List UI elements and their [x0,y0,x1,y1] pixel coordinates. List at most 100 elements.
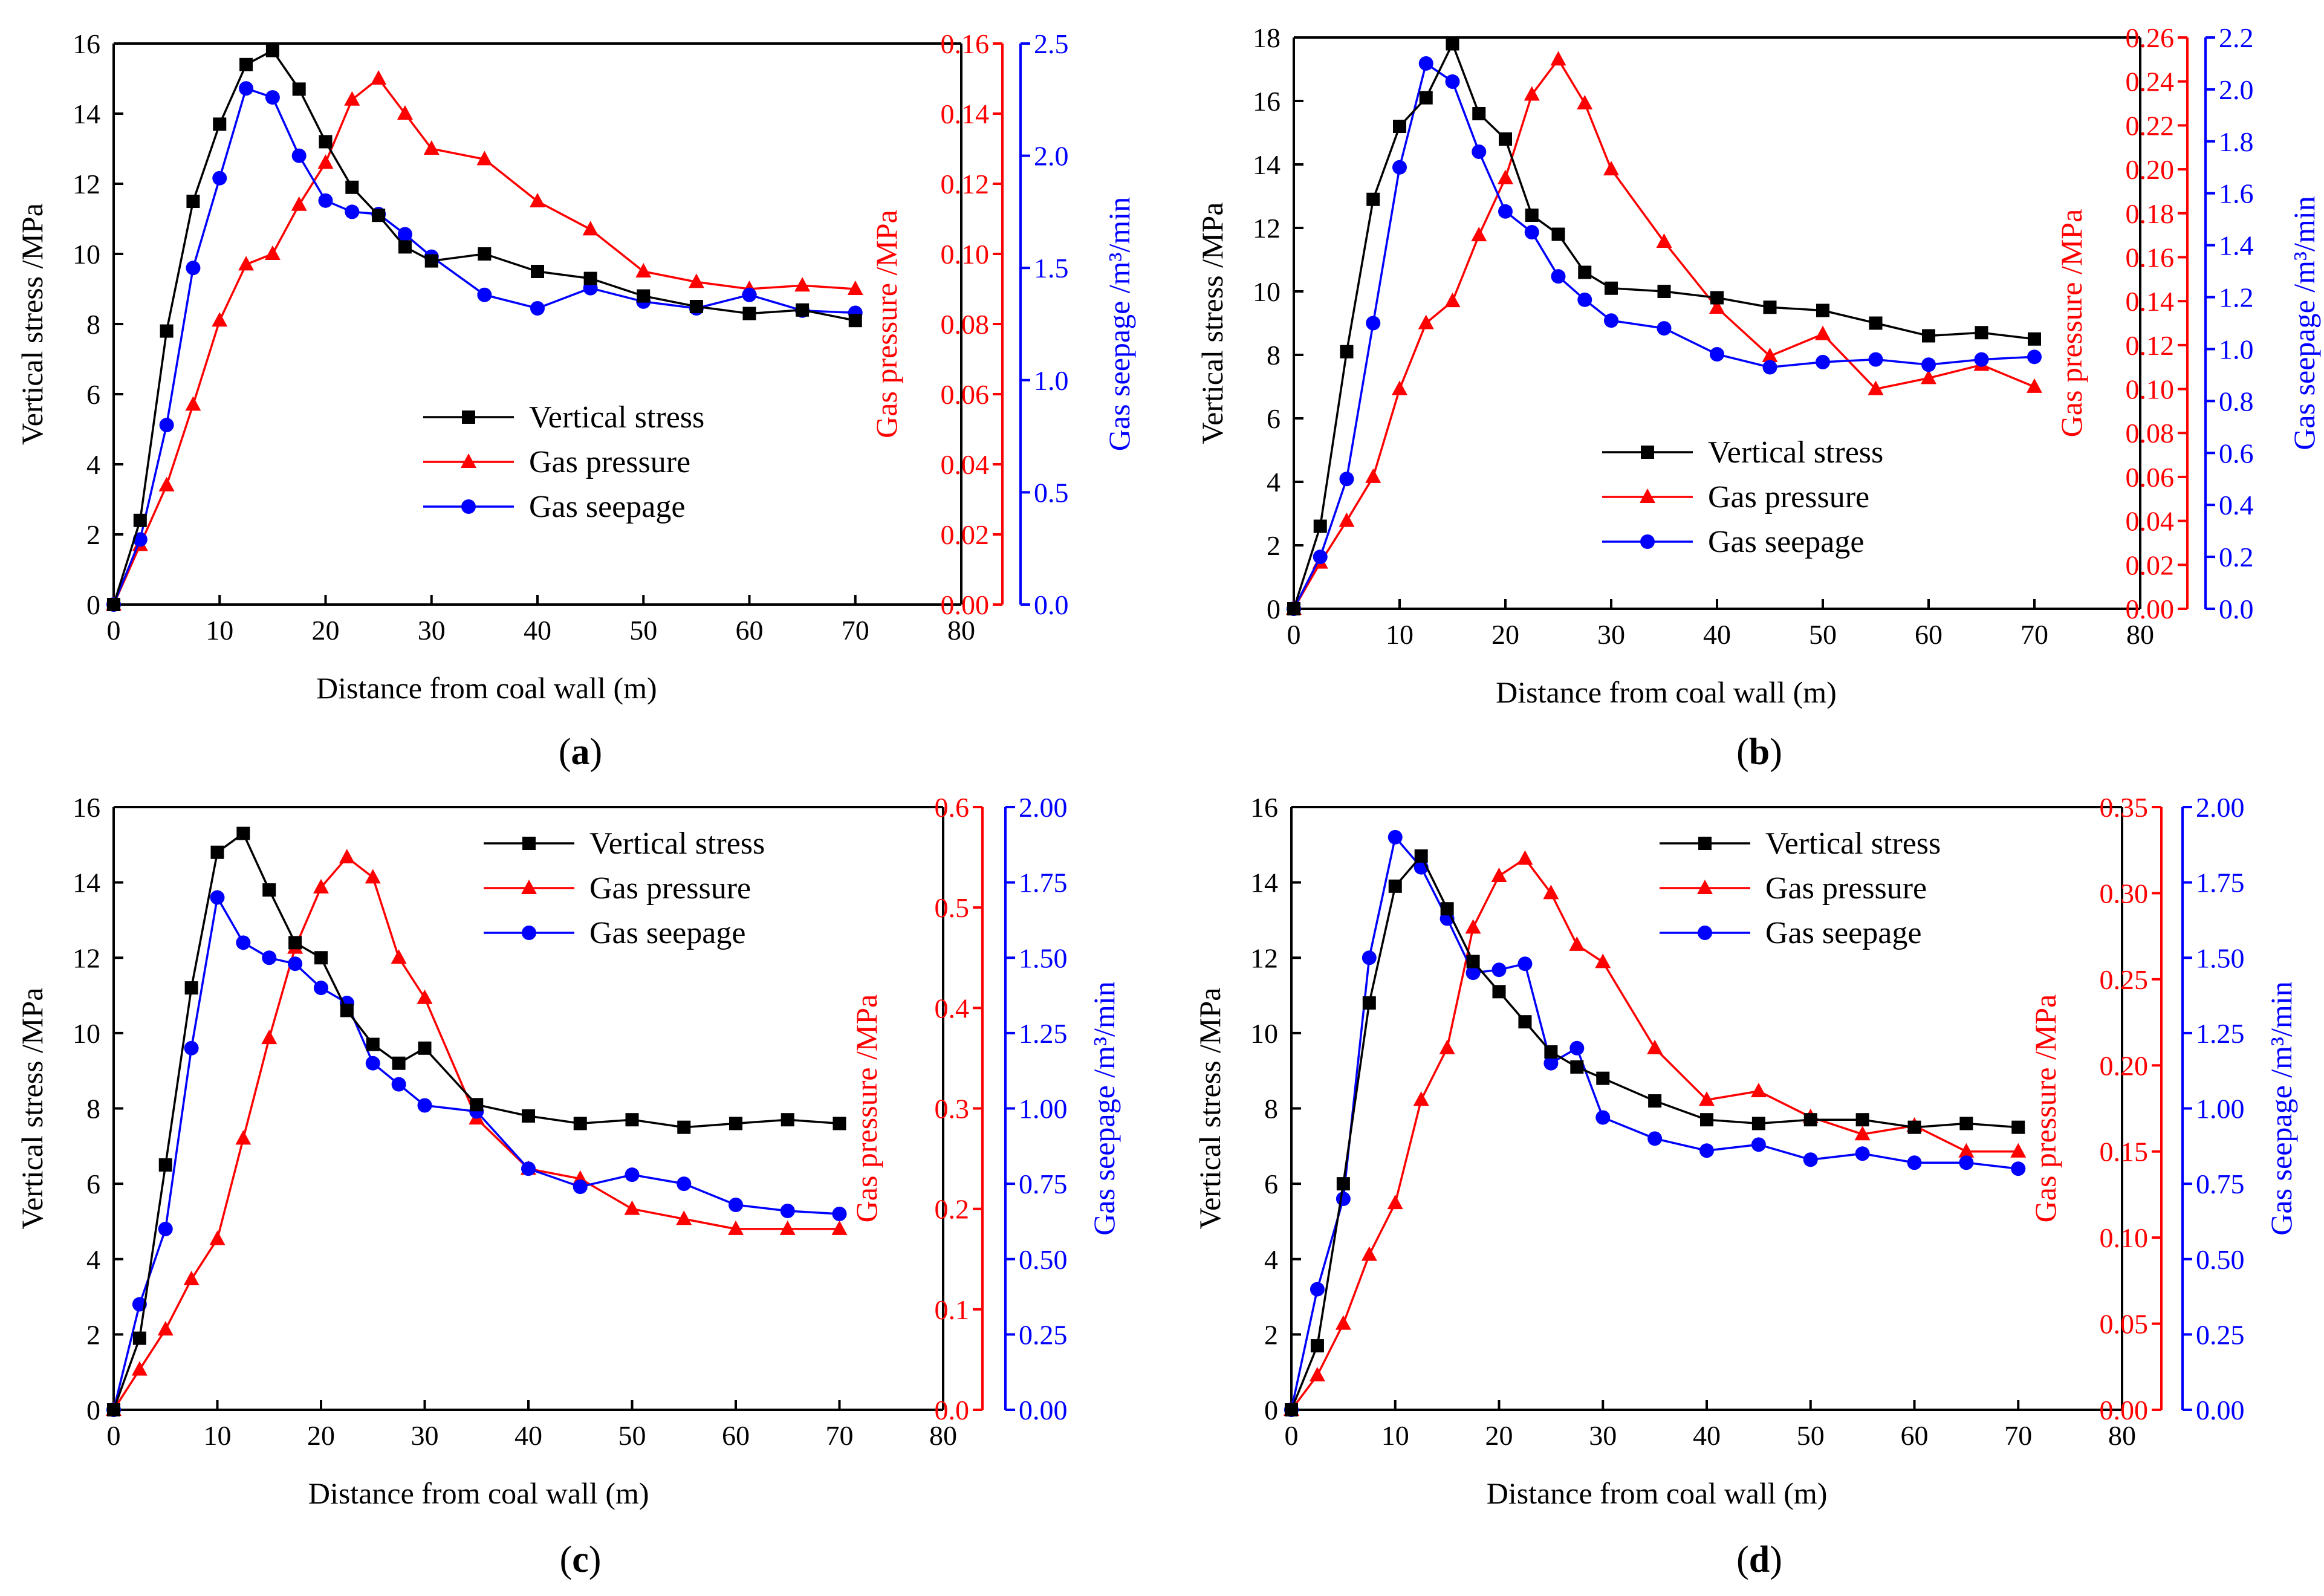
data-point [371,70,387,85]
y-pressure-tick-label: 0.06 [941,379,990,410]
data-point [345,180,359,194]
data-point [344,91,360,106]
y-pressure-tick-label: 0.10 [2126,374,2175,405]
legend-label: Gas seepage [589,916,745,950]
data-point [236,935,251,950]
y-pressure-tick-label: 0.10 [2100,1222,2149,1253]
y-seepage-tick-label: 0.0 [1034,589,1069,620]
data-point [1577,95,1593,110]
y-left-tick-label: 14 [73,99,100,129]
data-point [1699,1143,1714,1158]
data-point [1472,144,1487,159]
data-point [1921,369,1936,384]
y-left-tick-label: 12 [1250,942,1278,973]
data-point [780,1203,795,1218]
y-pressure-axis-title: Gas pressure /MPa [2054,209,2088,438]
x-tick-label: 30 [411,1420,439,1451]
x-tick-label: 20 [1491,619,1519,650]
panel-label: (d) [1736,1539,1782,1580]
data-point [1907,1120,1921,1134]
data-point [728,1220,744,1235]
data-point [159,418,174,433]
data-point [1491,962,1507,978]
y-seepage-tick-label: 2.0 [2219,74,2254,105]
y-pressure-tick-label: 0.00 [2100,1395,2149,1426]
data-point [1648,1094,1662,1108]
y-seepage-tick-label: 2.0 [1034,141,1069,172]
y-left-tick-label: 6 [1267,403,1280,434]
y-seepage-tick-label: 1.25 [1019,1018,1068,1049]
y-seepage-axis-title: Gas seepage /m³/min [2264,981,2298,1235]
data-point [183,1270,200,1285]
y-pressure-tick-label: 0.16 [941,28,990,59]
data-point [236,826,250,840]
data-point [186,195,200,208]
x-tick-label: 20 [312,615,340,646]
y-pressure-tick-label: 0.08 [2126,418,2175,449]
y-seepage-tick-label: 2.00 [1019,792,1068,823]
y-seepage-tick-label: 0.8 [2219,386,2254,417]
data-point [1498,204,1513,219]
data-point [1543,1056,1559,1071]
y-pressure-tick-label: 0.10 [941,239,990,270]
x-tick-label: 60 [1915,619,1943,650]
legend-marker [1641,446,1654,459]
data-point [1657,321,1672,336]
data-point [133,513,147,527]
x-tick-label: 70 [842,615,869,646]
x-tick-label: 50 [629,615,657,646]
y-left-tick-label: 2 [1267,530,1280,561]
y-left-tick-label: 14 [1250,868,1278,898]
y-left-tick-label: 16 [1253,86,1280,117]
data-point [1605,281,1618,295]
y-pressure-tick-label: 0.20 [2126,154,2175,185]
data-point [1922,329,1935,343]
data-point [1418,314,1434,329]
data-point [1466,955,1480,968]
y-pressure-tick-label: 0.06 [2126,462,2175,493]
legend-marker [1640,534,1655,549]
data-point [186,261,201,276]
data-point [1366,192,1380,206]
data-point [1492,985,1506,999]
data-point [239,57,253,71]
data-point [1647,1039,1663,1054]
y-left-tick-label: 2 [86,519,100,550]
y-pressure-tick-label: 0.24 [2126,66,2175,97]
y-seepage-tick-label: 0.6 [2219,438,2254,469]
y-left-tick-label: 16 [73,792,100,823]
y-pressure-tick-label: 0.12 [941,169,990,199]
x-tick-label: 30 [1597,619,1625,650]
data-point [521,1161,536,1176]
data-point [1816,354,1830,369]
y-pressure-tick-label: 0.12 [2126,330,2175,361]
data-point [478,247,492,261]
y-pressure-tick-label: 0.00 [941,589,990,620]
data-point [676,1210,692,1225]
legend-label: Vertical stress [589,826,765,861]
data-point [235,1130,252,1145]
x-tick-label: 0 [107,1420,121,1451]
legend-label: Vertical stress [1708,435,1883,470]
y-pressure-tick-label: 0.15 [2100,1137,2149,1167]
y-pressure-tick-label: 0.26 [2126,22,2175,53]
data-point [1361,1246,1377,1261]
data-point [1445,74,1460,89]
y-seepage-tick-label: 0.75 [2196,1169,2245,1199]
x-tick-label: 80 [947,615,975,646]
y-seepage-axis-title: Gas seepage /m³/min [2287,196,2321,450]
y-pressure-tick-label: 0.0 [935,1395,970,1426]
data-point [158,1221,173,1236]
data-point [530,193,545,207]
data-point [625,1167,640,1182]
data-point [1854,1126,1871,1141]
data-point [397,227,412,242]
series-line [112,894,840,1410]
data-point [365,869,381,884]
data-point [1751,1117,1765,1130]
data-point [582,221,599,236]
data-point [677,1176,692,1192]
y-pressure-axis-title: Gas pressure /MPa [2028,994,2062,1223]
data-point [392,1056,406,1070]
